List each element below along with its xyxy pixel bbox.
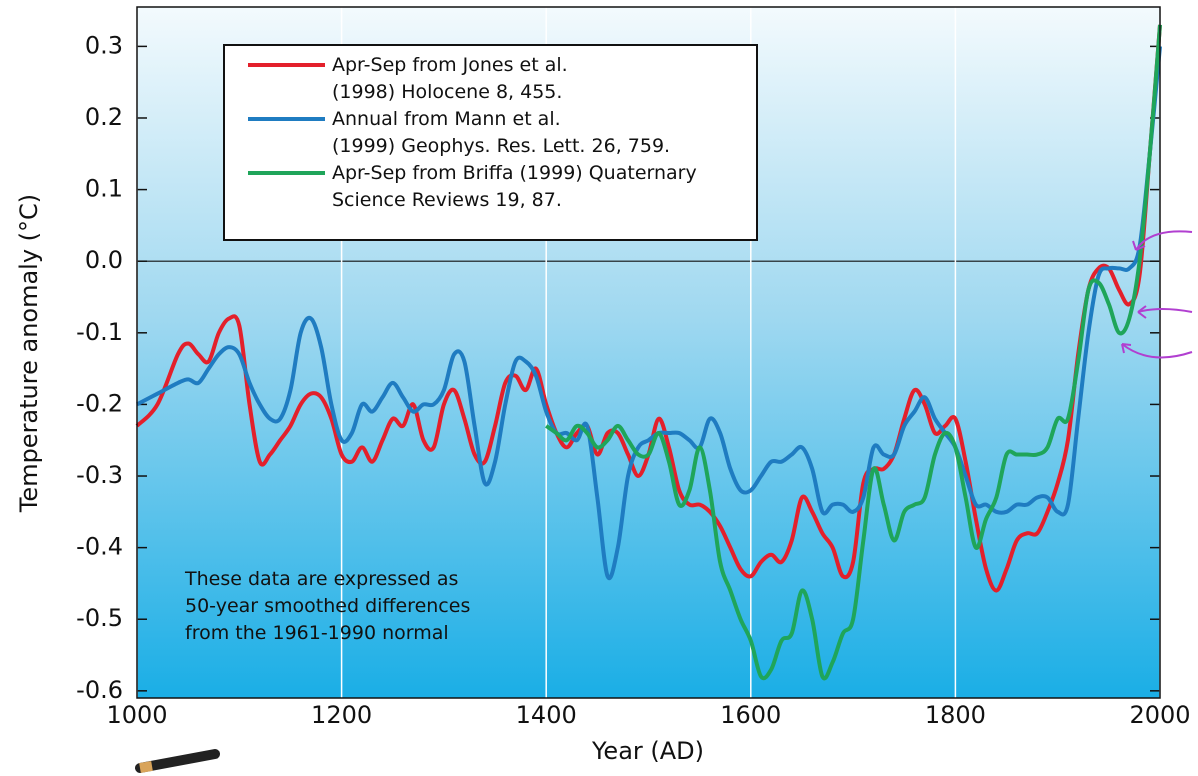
x-tick-label: 2000 xyxy=(1129,701,1190,729)
y-tick-label: 0.2 xyxy=(85,103,123,131)
y-tick-label: 0.1 xyxy=(85,175,123,203)
pencil-tip xyxy=(139,761,153,773)
y-tick-label: -0.4 xyxy=(76,533,123,561)
plot-frame xyxy=(136,6,1161,699)
y-tick-label: 0.0 xyxy=(85,246,123,274)
series-line xyxy=(135,24,1162,593)
annotation: These data are expressed as 50-year smoo… xyxy=(185,568,471,644)
legend-label: Apr-Sep from Jones et al. (1998) Holocen… xyxy=(332,54,568,103)
arrows xyxy=(1121,230,1193,359)
y-axis-label: Temperature anomaly (°C) xyxy=(15,194,43,513)
x-tick-label: 1800 xyxy=(925,701,986,729)
x-tick-label: 1600 xyxy=(720,701,781,729)
y-tick-label: -0.5 xyxy=(76,604,123,632)
y-tick-label: -0.3 xyxy=(76,461,123,489)
y-tick-label: -0.6 xyxy=(76,676,123,704)
legend-label: Apr-Sep from Briffa (1999) Quaternary Sc… xyxy=(332,162,697,211)
y-tick-label: -0.1 xyxy=(76,318,123,346)
x-tick-label: 1400 xyxy=(516,701,577,729)
series-line xyxy=(545,24,1162,681)
y-tick-label: -0.2 xyxy=(76,389,123,417)
y-tick-label: 0.3 xyxy=(85,31,123,59)
legend-label: Annual from Mann et al. (1999) Geophys. … xyxy=(332,108,671,157)
x-axis-label: Year (AD) xyxy=(591,737,704,765)
x-tick-label: 1200 xyxy=(311,701,372,729)
legend-box xyxy=(223,44,758,241)
pencil xyxy=(135,749,220,773)
x-tick-label: 1000 xyxy=(106,701,167,729)
